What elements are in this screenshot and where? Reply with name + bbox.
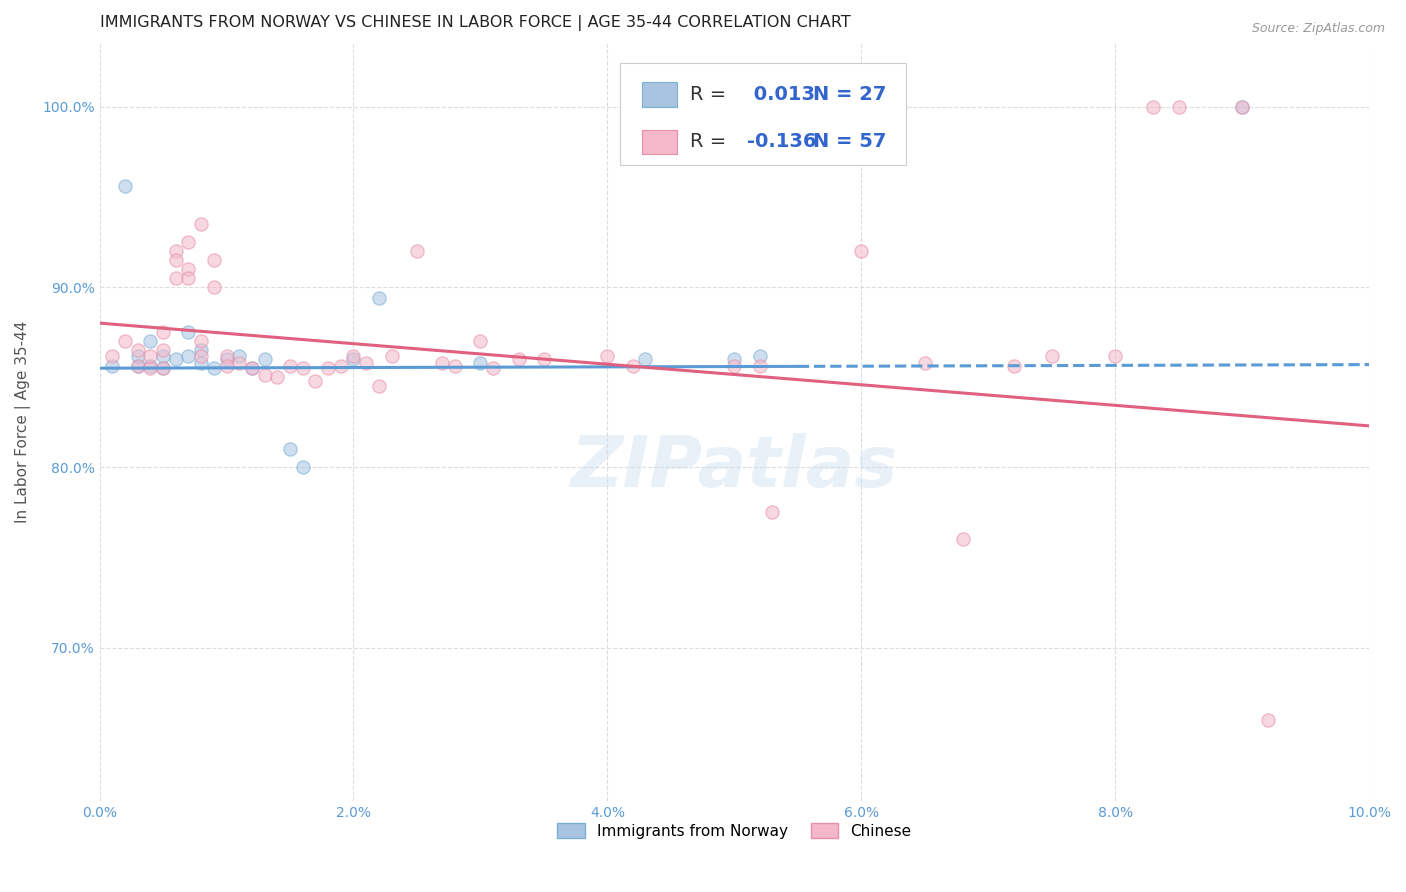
Point: [202, 252, 225, 267]
Point: [165, 244, 187, 258]
Point: [851, 244, 873, 258]
Point: [240, 361, 263, 376]
Point: [470, 334, 492, 348]
Point: [139, 334, 162, 348]
Point: [533, 352, 555, 367]
Point: [215, 349, 238, 363]
Text: -0.136: -0.136: [747, 132, 817, 152]
Point: [152, 349, 174, 363]
Y-axis label: In Labor Force | Age 35-44: In Labor Force | Age 35-44: [15, 321, 31, 524]
Point: [165, 352, 187, 367]
Point: [596, 349, 619, 363]
FancyBboxPatch shape: [620, 62, 905, 165]
Text: R =: R =: [690, 132, 733, 152]
Point: [114, 334, 136, 348]
Point: [381, 349, 404, 363]
Point: [190, 349, 212, 363]
Point: [127, 349, 149, 363]
Point: [914, 356, 936, 370]
Point: [253, 368, 276, 383]
Point: [291, 361, 314, 376]
Text: R =: R =: [690, 85, 733, 103]
Point: [165, 271, 187, 285]
Point: [1167, 100, 1189, 114]
Point: [177, 235, 200, 249]
Point: [177, 325, 200, 339]
Point: [342, 352, 364, 367]
Point: [482, 361, 505, 376]
Point: [329, 359, 352, 374]
Point: [215, 359, 238, 374]
Text: N = 27: N = 27: [813, 85, 886, 103]
Point: [367, 379, 389, 393]
Point: [228, 356, 250, 370]
Point: [127, 359, 149, 374]
Point: [1104, 349, 1126, 363]
Point: [101, 349, 124, 363]
Point: [621, 359, 644, 374]
Point: [406, 244, 429, 258]
Point: [127, 359, 149, 374]
Point: [190, 334, 212, 348]
Point: [367, 291, 389, 305]
Point: [1230, 100, 1253, 114]
Point: [190, 356, 212, 370]
Point: [508, 352, 530, 367]
Point: [202, 280, 225, 294]
Point: [444, 359, 467, 374]
Point: [748, 349, 770, 363]
Point: [1230, 100, 1253, 114]
Point: [177, 349, 200, 363]
Point: [354, 356, 377, 370]
Point: [342, 349, 364, 363]
Legend: Immigrants from Norway, Chinese: Immigrants from Norway, Chinese: [550, 815, 920, 847]
Text: IMMIGRANTS FROM NORWAY VS CHINESE IN LABOR FORCE | AGE 35-44 CORRELATION CHART: IMMIGRANTS FROM NORWAY VS CHINESE IN LAB…: [100, 15, 851, 31]
Point: [190, 343, 212, 358]
Point: [177, 262, 200, 277]
Point: [177, 271, 200, 285]
Point: [152, 361, 174, 376]
Text: Source: ZipAtlas.com: Source: ZipAtlas.com: [1251, 22, 1385, 36]
Point: [139, 359, 162, 374]
Point: [723, 352, 745, 367]
Point: [432, 356, 454, 370]
Point: [190, 217, 212, 231]
Point: [215, 352, 238, 367]
Point: [278, 359, 301, 374]
Point: [228, 349, 250, 363]
Point: [1040, 349, 1063, 363]
Point: [152, 343, 174, 358]
Point: [1142, 100, 1164, 114]
Point: [278, 442, 301, 457]
Point: [1002, 359, 1025, 374]
Point: [291, 460, 314, 475]
Point: [723, 359, 745, 374]
Point: [202, 361, 225, 376]
Point: [1256, 713, 1278, 727]
Point: [165, 252, 187, 267]
Point: [240, 361, 263, 376]
Point: [152, 325, 174, 339]
Point: [253, 352, 276, 367]
Point: [316, 361, 339, 376]
Bar: [641, 129, 678, 153]
Text: 0.013: 0.013: [747, 85, 815, 103]
Point: [952, 533, 974, 547]
Point: [101, 359, 124, 374]
Point: [139, 361, 162, 376]
Point: [152, 361, 174, 376]
Point: [114, 179, 136, 194]
Point: [127, 343, 149, 358]
Bar: [641, 82, 678, 106]
Text: N = 57: N = 57: [813, 132, 886, 152]
Point: [748, 359, 770, 374]
Point: [304, 374, 326, 388]
Text: ZIPatlas: ZIPatlas: [571, 434, 898, 502]
Point: [761, 505, 783, 519]
Point: [470, 356, 492, 370]
Point: [139, 349, 162, 363]
Point: [266, 370, 288, 384]
Point: [634, 352, 657, 367]
